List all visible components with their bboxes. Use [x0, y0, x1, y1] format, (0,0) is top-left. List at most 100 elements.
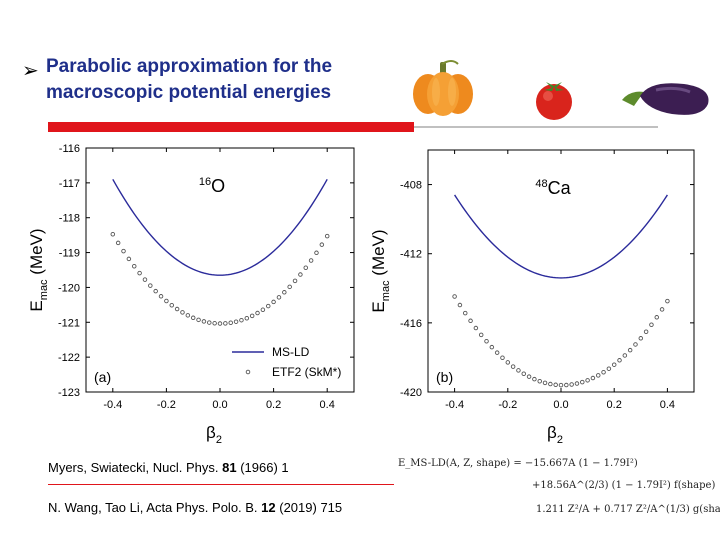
series-etf2-point	[309, 259, 313, 263]
x-axis-label: β2	[547, 423, 563, 446]
series-etf2-point	[612, 363, 616, 367]
panel-label: (a)	[94, 369, 111, 385]
x-tick-label: -0.4	[103, 399, 122, 411]
series-etf2-point	[202, 320, 206, 324]
series-etf2-point	[240, 318, 244, 322]
reference-1-text: Myers, Swiatecki, Nucl. Phys.	[48, 460, 222, 475]
series-etf2-point	[315, 251, 319, 255]
series-etf2-point	[181, 311, 185, 315]
legend-etf2-swatch	[246, 370, 250, 374]
series-etf2-point	[165, 299, 169, 303]
y-tick-label: -408	[400, 180, 422, 192]
series-etf2-point	[655, 315, 659, 319]
series-etf2-point	[159, 295, 163, 299]
y-tick-label: -412	[400, 249, 422, 261]
series-etf2-point	[644, 330, 648, 334]
series-etf2-point	[170, 303, 174, 307]
series-etf2-point	[623, 354, 627, 358]
series-etf2-point	[639, 337, 643, 341]
series-etf2-point	[474, 326, 478, 330]
reference-2-pages: (2019) 715	[276, 500, 343, 515]
nucleus-label: 48Ca	[535, 178, 571, 198]
y-tick-label: -123	[58, 387, 80, 399]
series-etf2-point	[224, 322, 228, 326]
reference-1: Myers, Swiatecki, Nucl. Phys. 81 (1966) …	[48, 460, 289, 475]
series-etf2-point	[453, 295, 457, 299]
series-etf2-point	[575, 382, 579, 386]
series-etf2-point	[234, 320, 238, 324]
series-etf2-point	[256, 311, 260, 315]
x-tick-label: 0.0	[212, 399, 227, 411]
legend-etf2-label: ETF2 (SkM*)	[272, 365, 341, 379]
series-etf2-point	[533, 377, 537, 381]
series-etf2-point	[245, 316, 249, 320]
x-tick-label: 0.4	[320, 399, 335, 411]
formula-line-2: +18.56A^(2/3) (1 − 1.79I²) f(shape)	[532, 480, 715, 491]
reference-separator	[48, 484, 394, 485]
series-etf2-point	[213, 321, 217, 325]
series-etf2-point	[272, 300, 276, 304]
tomato-icon	[530, 74, 578, 122]
series-etf2-point	[660, 308, 664, 312]
series-etf2-point	[250, 314, 254, 318]
series-etf2-point	[127, 257, 131, 261]
y-tick-label: -120	[58, 282, 80, 294]
series-etf2-point	[666, 299, 670, 303]
series-etf2-point	[570, 383, 574, 387]
series-etf2-point	[559, 383, 563, 387]
x-tick-label: -0.2	[498, 399, 517, 411]
y-tick-label: -416	[400, 318, 422, 330]
series-etf2-point	[186, 314, 190, 318]
series-etf2-point	[596, 374, 600, 378]
ms-ld-formula: E_MS-LD(A, Z, shape) = −15.667A (1 − 1.7…	[396, 452, 716, 532]
series-etf2-point	[628, 348, 632, 352]
arrow-bullet-icon: ➢	[22, 58, 39, 82]
formula-line-3: 1.211 Z²/A + 0.717 Z²/A^(1/3) g(shape).	[536, 504, 720, 515]
series-etf2-point	[479, 333, 483, 337]
x-tick-label: 0.2	[607, 399, 622, 411]
series-ms-ld-line	[455, 195, 668, 278]
series-etf2-point	[116, 241, 120, 245]
series-etf2-point	[207, 321, 211, 325]
title-line-1: Parabolic approximation for the	[46, 56, 332, 78]
series-etf2-point	[522, 372, 526, 376]
series-etf2-point	[229, 321, 233, 325]
series-etf2-point	[527, 375, 531, 379]
series-etf2-point	[517, 369, 521, 373]
series-etf2-point	[218, 322, 222, 326]
series-etf2-point	[586, 379, 590, 383]
x-tick-label: 0.4	[660, 399, 675, 411]
reference-2: N. Wang, Tao Li, Acta Phys. Polo. B. 12 …	[48, 500, 342, 515]
series-etf2-point	[490, 345, 494, 349]
series-etf2-point	[320, 243, 324, 247]
series-etf2-point	[650, 323, 654, 327]
x-tick-label: -0.2	[157, 399, 176, 411]
title-accent-bar	[48, 122, 414, 132]
series-etf2-point	[111, 232, 115, 236]
series-etf2-point	[266, 304, 270, 308]
reference-1-volume: 81	[222, 460, 236, 475]
series-etf2-point	[591, 376, 595, 380]
formula-line-1: E_MS-LD(A, Z, shape) = −15.667A (1 − 1.7…	[398, 458, 638, 469]
y-tick-label: -121	[58, 317, 80, 329]
series-etf2-point	[132, 264, 136, 268]
series-etf2-point	[325, 234, 329, 238]
series-etf2-point	[154, 289, 158, 293]
series-etf2-point	[565, 383, 569, 387]
series-etf2-point	[143, 278, 147, 282]
series-etf2-point	[197, 318, 201, 322]
y-tick-label: -116	[59, 143, 80, 155]
series-etf2-point	[506, 361, 510, 365]
series-etf2-point	[138, 271, 142, 275]
x-tick-label: 0.2	[266, 399, 281, 411]
panel-label: (b)	[436, 369, 453, 385]
title-divider-line	[414, 126, 658, 128]
y-tick-label: -118	[59, 213, 80, 225]
reference-1-pages: (1966) 1	[237, 460, 289, 475]
series-etf2-point	[511, 365, 515, 369]
x-tick-label: 0.0	[553, 399, 568, 411]
legend-ms-ld-label: MS-LD	[272, 345, 310, 359]
series-etf2-point	[261, 308, 265, 312]
series-etf2-point	[607, 367, 611, 371]
series-etf2-point	[288, 285, 292, 289]
